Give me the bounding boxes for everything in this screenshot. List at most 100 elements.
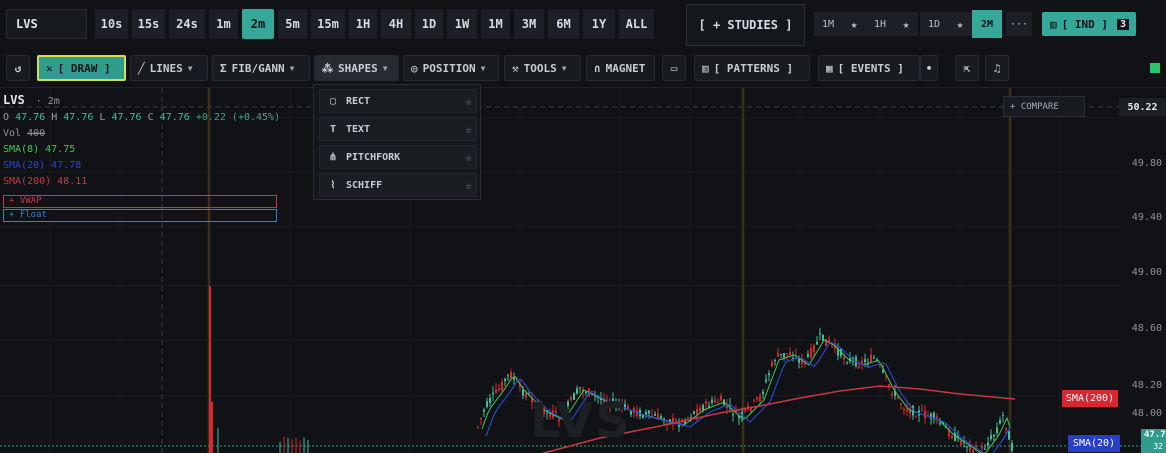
candle-body	[726, 405, 728, 409]
timeframe-5m[interactable]: 5m	[278, 9, 307, 39]
indicators-button[interactable]: ▥ [ IND ] 3	[1042, 12, 1136, 36]
candle-body	[657, 413, 659, 420]
timeframe-1d[interactable]: 1D	[415, 9, 443, 39]
price-axis-label: 49.00	[1131, 267, 1162, 278]
magnet-button[interactable]: ∩ MAGNET	[586, 55, 655, 81]
quick-interval-1m[interactable]: 1M	[814, 12, 842, 36]
candle-body	[1005, 427, 1007, 430]
candle-body	[534, 406, 536, 408]
candle-body	[783, 353, 785, 358]
more-options-button[interactable]: ···	[1006, 12, 1032, 36]
candle-body	[522, 389, 524, 396]
candle-body	[873, 357, 875, 359]
sma8-readout: SMA(8) 47.75	[3, 144, 76, 155]
candle-body	[507, 374, 509, 376]
shapes-menu-button[interactable]: ⁂ SHAPES ▼	[314, 55, 399, 81]
position-menu-button[interactable]: ◎ POSITION ▼	[403, 55, 499, 81]
candle-body	[990, 435, 992, 439]
candle-body	[642, 414, 644, 418]
candle-body	[609, 402, 611, 407]
draw-button[interactable]: ✕ [ DRAW ]	[37, 55, 126, 81]
timeframe-6m[interactable]: 6M	[548, 9, 579, 39]
favorite-star-icon[interactable]: ☆	[465, 179, 472, 192]
candle-body	[888, 384, 890, 387]
favorite-star-icon[interactable]: ★	[842, 12, 866, 36]
candle-body	[678, 423, 680, 427]
timeframe-all[interactable]: ALL	[619, 9, 654, 39]
favorite-star-icon[interactable]: ★	[948, 12, 972, 36]
timeframe-24s[interactable]: 24s	[169, 9, 205, 39]
quick-interval-2m[interactable]: 2M	[972, 10, 1002, 38]
candle-body	[558, 419, 560, 422]
candle-body	[591, 390, 593, 393]
candle-body	[807, 353, 809, 357]
shapes-menu-item-rect[interactable]: ▢ RECT ☆	[319, 89, 477, 113]
popout-icon[interactable]: ⇱	[955, 55, 979, 81]
candle-body	[513, 378, 515, 381]
events-label: [ EVENTS ]	[837, 61, 904, 75]
favorite-star-icon[interactable]: ☆	[465, 95, 472, 108]
timeframe-1m[interactable]: 1M	[481, 9, 510, 39]
keyboard-icon[interactable]: ▭	[662, 55, 686, 81]
sma20-readout: SMA(20) 47.78	[3, 160, 82, 171]
candle-body	[549, 412, 551, 417]
events-dropdown-icon[interactable]: •	[920, 55, 938, 81]
timeframe-2m[interactable]: 2m	[242, 9, 274, 39]
timeframe-1w[interactable]: 1W	[447, 9, 477, 39]
lines-menu-button[interactable]: ╱ LINES ▼	[130, 55, 208, 81]
shapes-menu-item-schiff[interactable]: ⌇ SCHIFF ☆	[319, 173, 477, 197]
candle-body	[828, 339, 830, 344]
candle-body	[633, 407, 635, 413]
candle-body	[810, 348, 812, 358]
favorite-star-icon[interactable]: ☆	[465, 123, 472, 136]
quick-interval-1d[interactable]: 1D	[920, 12, 948, 36]
price-chart[interactable]: LVS LVS · 2m O 47.76 H 47.76 L 47.76 C 4…	[0, 87, 1166, 453]
candle-body	[720, 395, 722, 401]
candle-body	[561, 410, 563, 412]
tools-menu-button[interactable]: ⚒ TOOLS ▼	[504, 55, 581, 81]
reset-icon[interactable]: ↺	[6, 55, 30, 81]
fib-gann-menu-button[interactable]: Σ FIB/GANN ▼	[212, 55, 310, 81]
timeframe-10s[interactable]: 10s	[95, 9, 128, 39]
timeframe-1h[interactable]: 1H	[349, 9, 377, 39]
vwap-toggle[interactable]: + VWAP	[3, 195, 277, 208]
timeframe-1m[interactable]: 1m	[209, 9, 238, 39]
chevron-down-icon: ▼	[561, 63, 567, 73]
favorite-star-icon[interactable]: ☆	[465, 151, 472, 164]
shapes-label: SHAPES	[338, 61, 378, 75]
timeframe-4h[interactable]: 4H	[381, 9, 411, 39]
candle-body	[624, 404, 626, 410]
patterns-button[interactable]: ▥ [ PATTERNS ]	[694, 55, 810, 81]
candle-body	[585, 392, 587, 394]
timeframe-15m[interactable]: 15m	[311, 9, 345, 39]
symbol-input[interactable]: LVS	[6, 9, 87, 39]
compare-button[interactable]: + COMPARE	[1003, 96, 1085, 117]
candle-body	[519, 383, 521, 388]
studies-button[interactable]: [ + STUDIES ]	[686, 4, 805, 46]
candle-body	[555, 411, 557, 413]
timeframe-15s[interactable]: 15s	[132, 9, 165, 39]
fib-gann-label: FIB/GANN	[231, 61, 285, 75]
shapes-menu-item-pitchfork[interactable]: ⋔ PITCHFORK ☆	[319, 145, 477, 169]
candle-body	[993, 434, 995, 437]
events-button[interactable]: ▦ [ EVENTS ]	[818, 55, 920, 81]
candle-body	[480, 418, 482, 420]
candle-body	[705, 401, 707, 405]
candle-body	[777, 353, 779, 357]
float-toggle[interactable]: + Float	[3, 209, 277, 222]
timeframe-1y[interactable]: 1Y	[583, 9, 615, 39]
candle-body	[486, 401, 488, 407]
candle-body	[939, 423, 941, 425]
quick-interval-1h[interactable]: 1H	[866, 12, 894, 36]
favorite-star-icon[interactable]: ★	[894, 12, 918, 36]
shapes-menu-item-text[interactable]: T TEXT ☆	[319, 117, 477, 141]
candle-body	[648, 410, 650, 414]
bell-icon[interactable]: ♫	[985, 55, 1009, 81]
chart-canvas[interactable]	[0, 88, 1166, 453]
legend-interval: · 2m	[35, 96, 60, 107]
candle-body	[954, 432, 956, 442]
price-axis-label: 48.00	[1131, 408, 1162, 419]
candle-body	[621, 402, 623, 406]
timeframe-3m[interactable]: 3M	[514, 9, 544, 39]
candle-body	[798, 358, 800, 363]
